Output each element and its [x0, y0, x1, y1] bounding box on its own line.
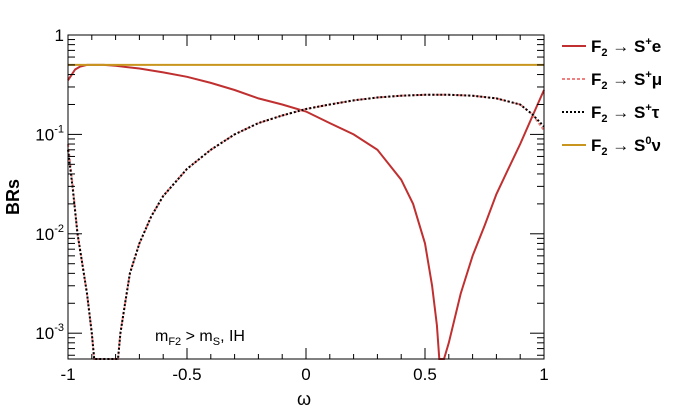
legend-entry-1: F2 → S+μ: [591, 69, 662, 92]
plot-lines: [67, 63, 545, 360]
x-axis-title: ω: [297, 389, 311, 409]
y-tick-label-3: 10-3: [35, 322, 64, 343]
y-tick-label-1: 10-1: [35, 123, 64, 144]
x-tick-label-1: -0.5: [172, 365, 201, 384]
legend-entry-2: F2 → S+τ: [591, 102, 660, 125]
axis-ticks: -1 -0.5 0 0.5 1 1 10-1 10-2 10-3: [35, 26, 548, 384]
x-tick-label-3: 0.5: [413, 365, 437, 384]
legend: F2 → S+e F2 → S+μ F2 → S+τ F2 → S0ν: [562, 36, 662, 158]
x-tick-label-4: 1: [539, 365, 548, 384]
series-line-1: [67, 93, 545, 360]
x-tick-label-2: 0: [301, 365, 310, 384]
y-axis-title: BRs: [3, 179, 23, 215]
legend-entry-3: F2 → S0ν: [591, 135, 661, 158]
annotation-label: mF2 > mS, IH: [155, 328, 245, 348]
series-line-2: [67, 93, 545, 360]
y-tick-label-2: 10-2: [35, 223, 64, 244]
y-tick-label-0: 1: [55, 26, 64, 45]
plot-frame: [67, 34, 545, 360]
legend-entry-0: F2 → S+e: [591, 36, 661, 59]
x-tick-label-0: -1: [60, 365, 75, 384]
